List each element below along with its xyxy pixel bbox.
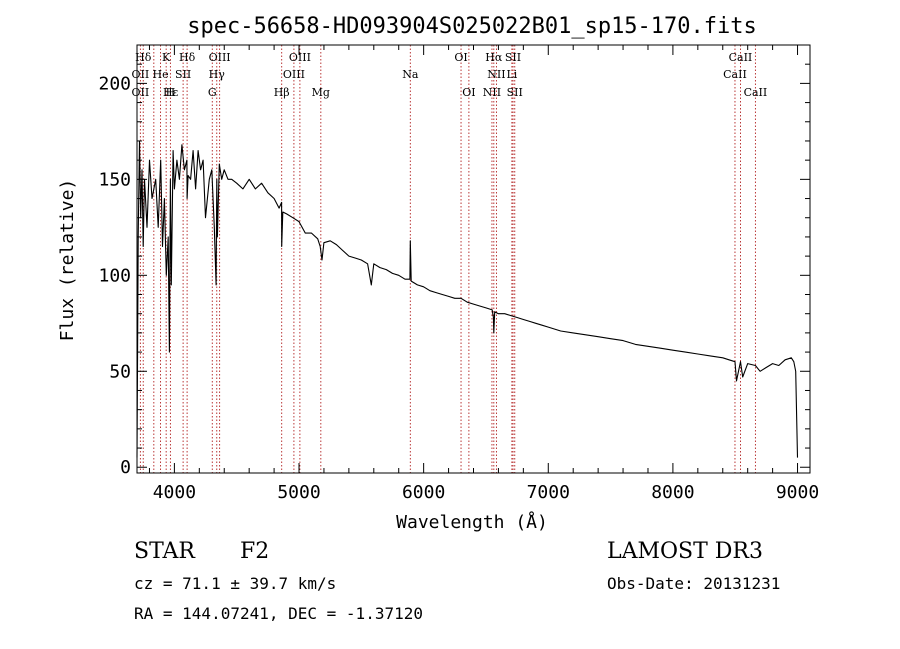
line-label-19: Hε	[163, 86, 179, 99]
line-label-2: Hδ	[179, 51, 196, 64]
line-label-27: CaII	[744, 86, 768, 99]
line-label-21: G	[208, 86, 217, 99]
line-label-23: Mg	[312, 86, 330, 99]
series-flux	[136, 140, 799, 458]
line-label-16: Li	[506, 68, 517, 81]
line-label-18: OII	[132, 86, 150, 99]
line-label-10: He	[153, 68, 169, 81]
y-tick-label-200: 200	[98, 73, 131, 94]
line-label-22: Hβ	[274, 86, 290, 99]
plot-frame	[136, 44, 811, 474]
line-label-7: SII	[505, 51, 521, 64]
line-label-13: OIII	[283, 68, 305, 81]
x-tick-label-8000: 8000	[651, 482, 694, 503]
coordinates: RA = 144.07241, DEC = -1.37120	[134, 604, 423, 623]
y-tick-label-0: 0	[120, 457, 131, 478]
observation-date: Obs-Date: 20131231	[607, 574, 781, 593]
line-label-11: SII	[175, 68, 191, 81]
x-tick-label-4000: 4000	[153, 482, 196, 503]
y-tick-label-100: 100	[98, 265, 131, 286]
survey-name: LAMOST DR3	[607, 539, 763, 564]
y-tick-label-50: 50	[109, 361, 131, 382]
x-axis-label: Wavelength (Å)	[396, 511, 548, 533]
spectrum-plot-layer	[136, 140, 799, 458]
object-type: STAR	[134, 539, 195, 564]
line-marker-layer	[139, 45, 756, 473]
line-label-3: OIII	[209, 51, 231, 64]
x-tick-label-5000: 5000	[277, 482, 320, 503]
line-label-12: Hγ	[209, 68, 226, 81]
x-tick-label-9000: 9000	[776, 482, 819, 503]
line-label-0: Hδ	[135, 51, 152, 64]
line-label-6: Hα	[485, 51, 503, 64]
line-label-24: OI	[462, 86, 475, 99]
line-label-8: CaII	[729, 51, 753, 64]
redshift-cz: cz = 71.1 ± 39.7 km/s	[134, 574, 337, 593]
line-label-25: NII	[483, 86, 501, 99]
line-label-14: Na	[402, 68, 419, 81]
line-label-26: SII	[507, 86, 523, 99]
line-label-5: OI	[454, 51, 467, 64]
line-label-20: H	[166, 86, 176, 99]
y-axis-label: Flux (relative)	[57, 179, 78, 342]
line-label-4: OIII	[289, 51, 311, 64]
x-tick-label-7000: 7000	[527, 482, 570, 503]
line-label-17: CaII	[723, 68, 747, 81]
line-label-9: OII	[132, 68, 150, 81]
line-label-15: NII	[487, 68, 505, 81]
chart-title: spec-56658-HD093904S025022B01_sp15-170.f…	[187, 14, 757, 39]
y-tick-label-150: 150	[98, 169, 131, 190]
line-label-1: K	[162, 51, 171, 64]
axis-layer: 4000 5000 6000 7000 8000 9000 0 50 100 150 200	[98, 45, 819, 503]
x-tick-label-6000: 6000	[402, 482, 445, 503]
spectral-subclass: F2	[240, 539, 270, 564]
